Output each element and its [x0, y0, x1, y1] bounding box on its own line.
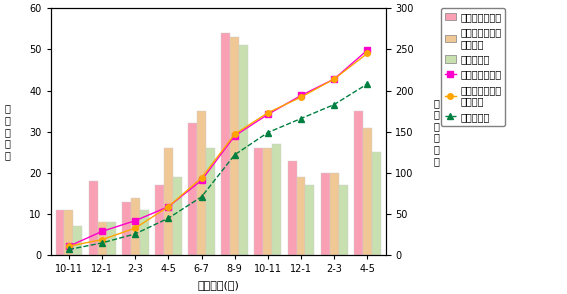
Bar: [306, 185, 315, 255]
Bar: [173, 177, 182, 255]
Bar: [354, 111, 363, 255]
Bar: [65, 210, 74, 255]
Bar: [297, 177, 306, 255]
Bar: [264, 148, 272, 255]
Bar: [338, 185, 348, 255]
Bar: [155, 185, 164, 255]
Y-axis label: 収
量
（
本
）: 収 量 （ 本 ）: [4, 103, 10, 160]
Bar: [372, 152, 381, 255]
Bar: [197, 111, 206, 255]
Bar: [329, 173, 338, 255]
Y-axis label: 総
収
量
（
本
）: 総 収 量 （ 本 ）: [433, 98, 439, 166]
Bar: [287, 161, 297, 255]
Bar: [98, 222, 107, 255]
Bar: [188, 123, 197, 255]
Bar: [56, 210, 65, 255]
Bar: [139, 210, 149, 255]
X-axis label: 接花時期(月): 接花時期(月): [197, 280, 239, 290]
Bar: [239, 45, 248, 255]
Bar: [272, 144, 281, 255]
Bar: [206, 148, 215, 255]
Bar: [122, 202, 131, 255]
Bar: [363, 128, 372, 255]
Bar: [255, 148, 264, 255]
Bar: [131, 198, 139, 255]
Bar: [321, 173, 329, 255]
Bar: [230, 37, 239, 255]
Bar: [164, 148, 173, 255]
Bar: [88, 181, 98, 255]
Bar: [107, 222, 116, 255]
Bar: [74, 226, 82, 255]
Bar: [221, 33, 230, 255]
Legend: オドラータ収量, ナタールブライ
ヤー収量, 櫻し木収量, オドラータ累計, ナタールブライ
ヤー累計, 櫻し木累計: オドラータ収量, ナタールブライ ヤー収量, 櫻し木収量, オドラータ累計, ナ…: [441, 8, 505, 126]
